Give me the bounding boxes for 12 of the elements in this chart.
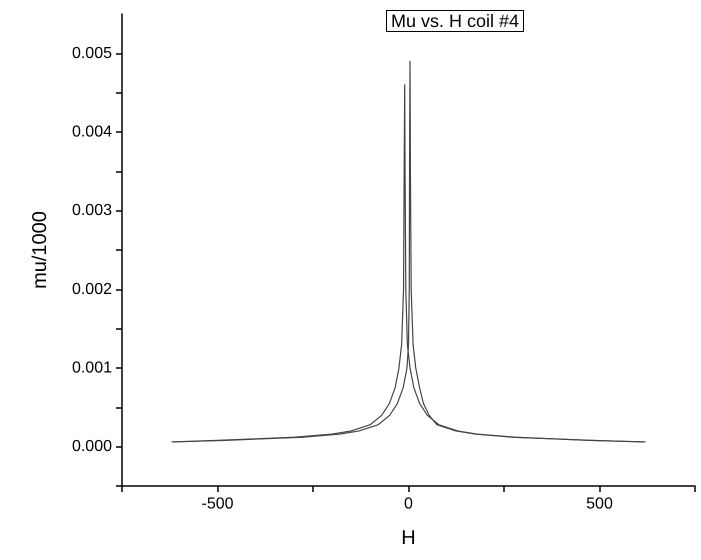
y-tick-label: 0.004 <box>72 124 112 140</box>
y-tick-label: 0.001 <box>72 360 112 376</box>
y-tick-label: 0.002 <box>72 280 112 298</box>
y-tick-label: 0.003 <box>72 202 112 220</box>
x-tick-label: 500 <box>586 496 613 512</box>
x-tick-label: 0 <box>404 496 414 512</box>
chart-title: Mu vs. H coil #4 <box>391 11 520 31</box>
x-axis-title: H <box>401 527 416 549</box>
text: 0.000 <box>72 438 112 456</box>
x-tick-label: -500 <box>201 496 234 512</box>
y-axis-title: mu/1000 <box>29 211 51 289</box>
y-tick-label: 0.005 <box>72 44 112 62</box>
